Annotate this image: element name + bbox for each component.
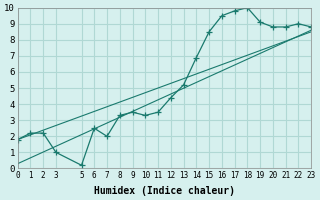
X-axis label: Humidex (Indice chaleur): Humidex (Indice chaleur) — [94, 186, 235, 196]
